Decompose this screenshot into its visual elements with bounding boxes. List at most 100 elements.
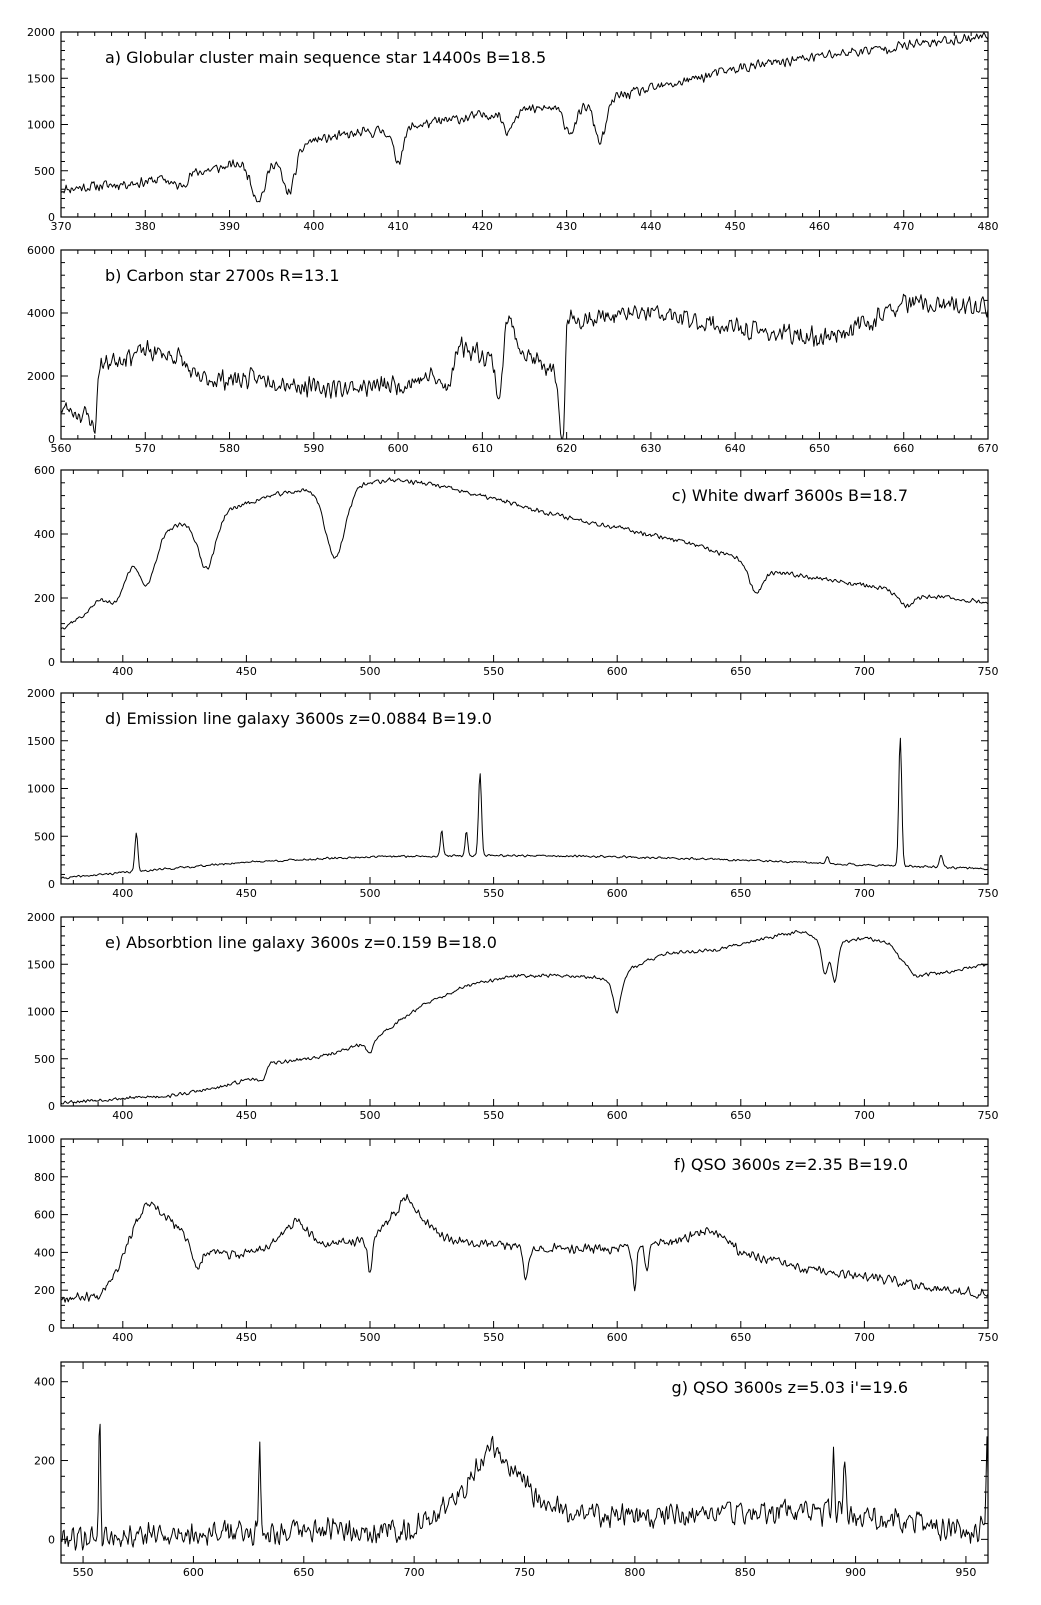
y-tick-label: 1500 (27, 72, 55, 85)
plot-frame (60, 1138, 989, 1329)
y-tick-label: 0 (48, 1100, 55, 1113)
x-tick-label: 500 (360, 887, 381, 900)
x-tick-label: 650 (730, 887, 751, 900)
x-tick-label: 650 (293, 1566, 314, 1579)
x-tick-label: 450 (236, 665, 257, 678)
y-tick-label: 2000 (27, 911, 55, 924)
y-tick-label: 1500 (27, 735, 55, 748)
x-tick-label: 500 (360, 1109, 381, 1122)
y-tick-label: 2000 (27, 26, 55, 39)
spectrum-line (60, 1193, 989, 1303)
spectrum-panel: 550 600 650 700 750 800 850 900 950 0 200 400 g) QSO… (34, 1361, 989, 1579)
panel-title: a) Globular cluster main sequence star 1… (105, 48, 546, 67)
x-tick-label: 550 (73, 1566, 94, 1579)
panel-title: d) Emission line galaxy 3600s z=0.0884 B… (105, 709, 492, 728)
x-tick-label: 380 (135, 220, 156, 233)
x-tick-label: 900 (845, 1566, 866, 1579)
y-tick-label: 0 (48, 211, 55, 224)
x-tick-label: 400 (112, 887, 133, 900)
y-tick-label: 1000 (27, 119, 55, 132)
spectrum-panel: 400 450 500 550 600 650 700 750 0 500 1000 1500 2000… (27, 911, 999, 1122)
spectrum-panel: 370 380 390 400 410 420 430 440 450 460 470 480 0 500… (27, 26, 999, 233)
y-tick-label: 200 (34, 1284, 55, 1297)
x-tick-label: 390 (219, 220, 240, 233)
x-tick-label: 550 (483, 887, 504, 900)
x-tick-label: 700 (854, 887, 875, 900)
x-tick-label: 550 (483, 1331, 504, 1344)
x-tick-label: 700 (854, 1109, 875, 1122)
x-tick-label: 580 (219, 442, 240, 455)
y-tick-label: 6000 (27, 244, 55, 257)
spectrum-line (60, 477, 989, 630)
x-tick-label: 700 (854, 1331, 875, 1344)
x-tick-label: 650 (730, 1331, 751, 1344)
x-tick-label: 610 (472, 442, 493, 455)
x-tick-label: 600 (607, 1109, 628, 1122)
x-tick-label: 700 (854, 665, 875, 678)
x-tick-label: 600 (607, 665, 628, 678)
spectrum-line (60, 32, 989, 203)
x-tick-label: 500 (360, 665, 381, 678)
x-tick-label: 670 (978, 442, 999, 455)
x-tick-label: 450 (236, 1331, 257, 1344)
x-tick-label: 470 (893, 220, 914, 233)
y-tick-label: 600 (34, 1209, 55, 1222)
x-tick-label: 750 (978, 887, 999, 900)
y-tick-label: 1000 (27, 783, 55, 796)
panel-title: g) QSO 3600s z=5.03 i'=19.6 (672, 1378, 908, 1397)
x-tick-label: 800 (624, 1566, 645, 1579)
y-tick-label: 4000 (27, 307, 55, 320)
plot-frame (60, 469, 989, 663)
x-tick-label: 600 (607, 1331, 628, 1344)
y-tick-label: 2000 (27, 370, 55, 383)
x-tick-label: 480 (978, 220, 999, 233)
x-tick-label: 750 (514, 1566, 535, 1579)
y-tick-label: 0 (48, 656, 55, 669)
x-tick-label: 650 (809, 442, 830, 455)
x-tick-label: 650 (730, 665, 751, 678)
spectrum-line (60, 930, 989, 1105)
x-tick-label: 400 (303, 220, 324, 233)
panel-title: f) QSO 3600s z=2.35 B=19.0 (674, 1155, 908, 1174)
x-tick-label: 420 (472, 220, 493, 233)
spectrum-line (60, 293, 989, 440)
x-tick-label: 550 (483, 1109, 504, 1122)
x-tick-label: 590 (303, 442, 324, 455)
x-tick-label: 570 (135, 442, 156, 455)
x-tick-label: 700 (404, 1566, 425, 1579)
x-tick-label: 400 (112, 1109, 133, 1122)
y-tick-label: 400 (34, 1246, 55, 1259)
x-tick-label: 750 (978, 1109, 999, 1122)
x-tick-label: 370 (51, 220, 72, 233)
x-tick-label: 600 (607, 887, 628, 900)
x-tick-label: 410 (388, 220, 409, 233)
y-tick-label: 0 (48, 433, 55, 446)
y-tick-label: 400 (34, 528, 55, 541)
x-tick-label: 600 (388, 442, 409, 455)
y-tick-label: 0 (48, 1533, 55, 1546)
x-tick-label: 650 (730, 1109, 751, 1122)
x-tick-label: 450 (236, 887, 257, 900)
x-tick-label: 500 (360, 1331, 381, 1344)
x-tick-label: 750 (978, 665, 999, 678)
x-tick-label: 620 (556, 442, 577, 455)
y-tick-label: 600 (34, 464, 55, 477)
x-tick-label: 950 (955, 1566, 976, 1579)
x-tick-label: 460 (809, 220, 830, 233)
panel-title: c) White dwarf 3600s B=18.7 (672, 486, 908, 505)
spectrum-panel: 400 450 500 550 600 650 700 750 0 200 400 600 c) Whi… (34, 464, 999, 678)
x-tick-label: 400 (112, 665, 133, 678)
x-tick-label: 430 (556, 220, 577, 233)
y-tick-label: 1000 (27, 1133, 55, 1146)
panel-title: b) Carbon star 2700s R=13.1 (105, 266, 340, 285)
y-tick-label: 200 (34, 592, 55, 605)
y-tick-label: 2000 (27, 687, 55, 700)
x-tick-label: 400 (112, 1331, 133, 1344)
x-tick-label: 630 (640, 442, 661, 455)
y-tick-label: 200 (34, 1455, 55, 1468)
x-tick-label: 560 (51, 442, 72, 455)
y-tick-label: 800 (34, 1171, 55, 1184)
x-tick-label: 450 (236, 1109, 257, 1122)
x-tick-label: 600 (183, 1566, 204, 1579)
y-tick-label: 1500 (27, 958, 55, 971)
